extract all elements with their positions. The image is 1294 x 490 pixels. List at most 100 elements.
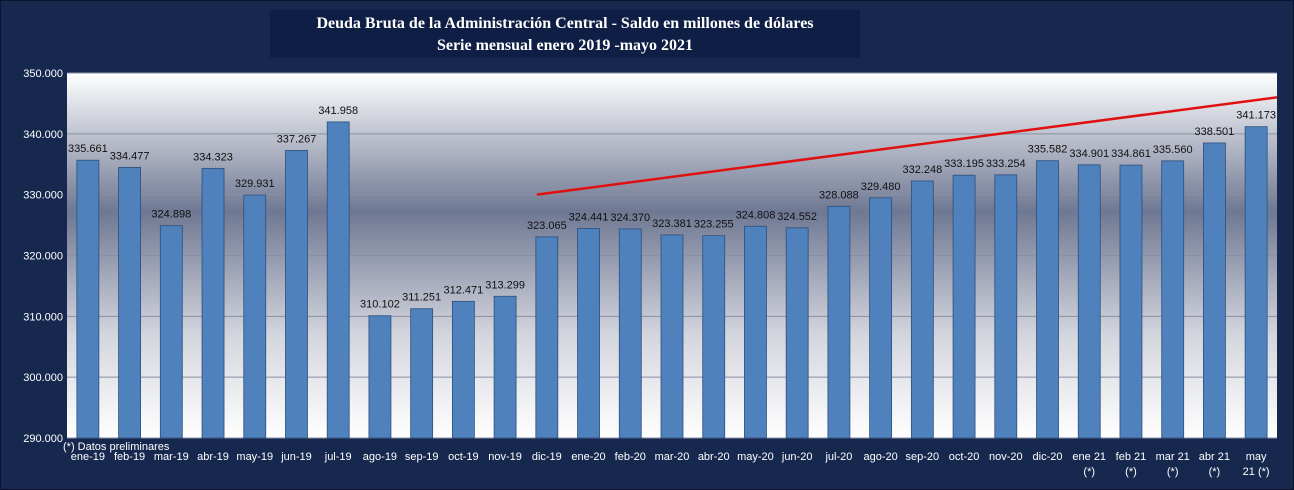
x-tick-label: (*): [1209, 466, 1221, 478]
x-tick-label: jun-20: [781, 451, 813, 463]
data-label: 323.381: [652, 218, 692, 230]
x-tick-label: dic-19: [532, 451, 562, 463]
data-label: 341.173: [1236, 110, 1276, 122]
bar: [159, 225, 183, 439]
y-tick-label: 320.000: [23, 251, 63, 263]
bar: [1119, 164, 1143, 439]
data-label: 332.248: [902, 164, 942, 176]
data-label: 337.267: [277, 133, 317, 145]
x-axis: ene-19 feb-19 mar-19 abr-19 may-19 jun-19 jul-…: [71, 451, 1270, 478]
bar: [660, 234, 684, 439]
bars: [76, 121, 1268, 439]
data-label: 335.661: [68, 143, 108, 155]
bar: [410, 308, 434, 439]
data-label: 334.901: [1069, 148, 1109, 160]
x-tick-label: oct-19: [448, 451, 479, 463]
x-tick-label: ene-19: [71, 451, 105, 463]
bar: [744, 225, 767, 439]
data-label: 334.323: [193, 151, 233, 163]
data-label: 338.501: [1195, 126, 1235, 138]
x-tick-label: jul-19: [324, 451, 352, 463]
bar: [869, 197, 893, 439]
bar: [827, 205, 851, 439]
x-tick-label: ene 21: [1072, 451, 1106, 463]
bar: [618, 228, 642, 439]
x-tick-label: abr-20: [698, 451, 730, 463]
bar: [1161, 160, 1185, 439]
bar: [1036, 160, 1059, 439]
x-tick-label: nov-20: [989, 451, 1023, 463]
data-label: 323.255: [694, 219, 734, 231]
x-tick-label: 21 (*): [1243, 466, 1270, 478]
bar: [493, 295, 517, 439]
bar: [201, 167, 225, 439]
x-tick-label: ago-20: [863, 451, 897, 463]
x-tick-label: (*): [1125, 466, 1137, 478]
x-tick-label: abr 21: [1199, 451, 1230, 463]
data-label: 335.560: [1153, 144, 1193, 156]
x-tick-label: feb-20: [615, 451, 646, 463]
x-tick-label: sep-19: [405, 451, 439, 463]
data-label: 311.251: [402, 292, 441, 304]
y-tick-label: 290.000: [23, 433, 63, 445]
bar: [910, 180, 934, 439]
bar: [994, 174, 1018, 439]
data-label: 341.958: [318, 105, 358, 117]
x-tick-label: mar-20: [655, 451, 690, 463]
data-label: 324.441: [569, 211, 609, 223]
title-box: Deuda Bruta de la Administración Central…: [270, 10, 860, 58]
y-tick-label: 310.000: [23, 311, 63, 323]
bar: [785, 227, 809, 439]
y-tick-label: 350.000: [23, 68, 63, 80]
data-label: 310.102: [360, 299, 400, 311]
x-tick-label: feb-19: [114, 451, 145, 463]
data-label: 334.861: [1111, 148, 1151, 160]
data-label: 312.471: [443, 284, 483, 296]
x-tick-label: mar-19: [154, 451, 189, 463]
data-label: 324.370: [610, 212, 650, 224]
bar: [285, 150, 308, 439]
bar: [243, 194, 267, 439]
x-tick-label: oct-20: [949, 451, 980, 463]
data-label: 334.477: [110, 150, 150, 162]
bar: [326, 121, 350, 439]
bar: [1077, 164, 1101, 439]
bar: [702, 235, 726, 439]
bar: [368, 315, 392, 439]
data-label: 323.065: [527, 220, 567, 232]
x-tick-label: may-20: [737, 451, 774, 463]
x-tick-label: nov-19: [488, 451, 522, 463]
data-label: 324.898: [151, 209, 191, 221]
footnote: (*) Datos preliminares: [63, 441, 170, 453]
bar: [118, 167, 141, 439]
bar: [76, 159, 100, 439]
trendline-group: [536, 96, 1278, 196]
data-label: 335.582: [1028, 144, 1068, 156]
data-label: 324.808: [736, 209, 776, 221]
x-tick-label: dic-20: [1033, 451, 1063, 463]
data-label: 324.552: [777, 211, 817, 223]
x-tick-label: ago-19: [363, 451, 397, 463]
bar: [1203, 142, 1226, 439]
bar: [1244, 126, 1268, 439]
x-tick-label: mar 21: [1156, 451, 1190, 463]
y-tick-label: 330.000: [23, 190, 63, 202]
y-tick-label: 340.000: [23, 129, 63, 141]
y-tick-label: 300.000: [23, 372, 63, 384]
x-tick-label: feb 21: [1116, 451, 1147, 463]
bar: [577, 228, 600, 439]
data-label: 328.088: [819, 189, 859, 201]
data-label: 333.195: [944, 158, 984, 170]
trendline: [536, 96, 1278, 196]
x-tick-label: may: [1246, 451, 1267, 463]
bar: [451, 300, 475, 439]
y-axis: 290.000 300.000 310.000 320.000 330.000 340.0…: [23, 68, 63, 445]
chart-title: Deuda Bruta de la Administración Central…: [316, 15, 814, 32]
x-tick-label: sep-20: [906, 451, 940, 463]
data-label: 329.931: [235, 178, 275, 190]
chart-subtitle: Serie mensual enero 2019 -mayo 2021: [436, 37, 694, 54]
x-tick-label: abr-19: [197, 451, 229, 463]
x-tick-label: may-19: [236, 451, 273, 463]
